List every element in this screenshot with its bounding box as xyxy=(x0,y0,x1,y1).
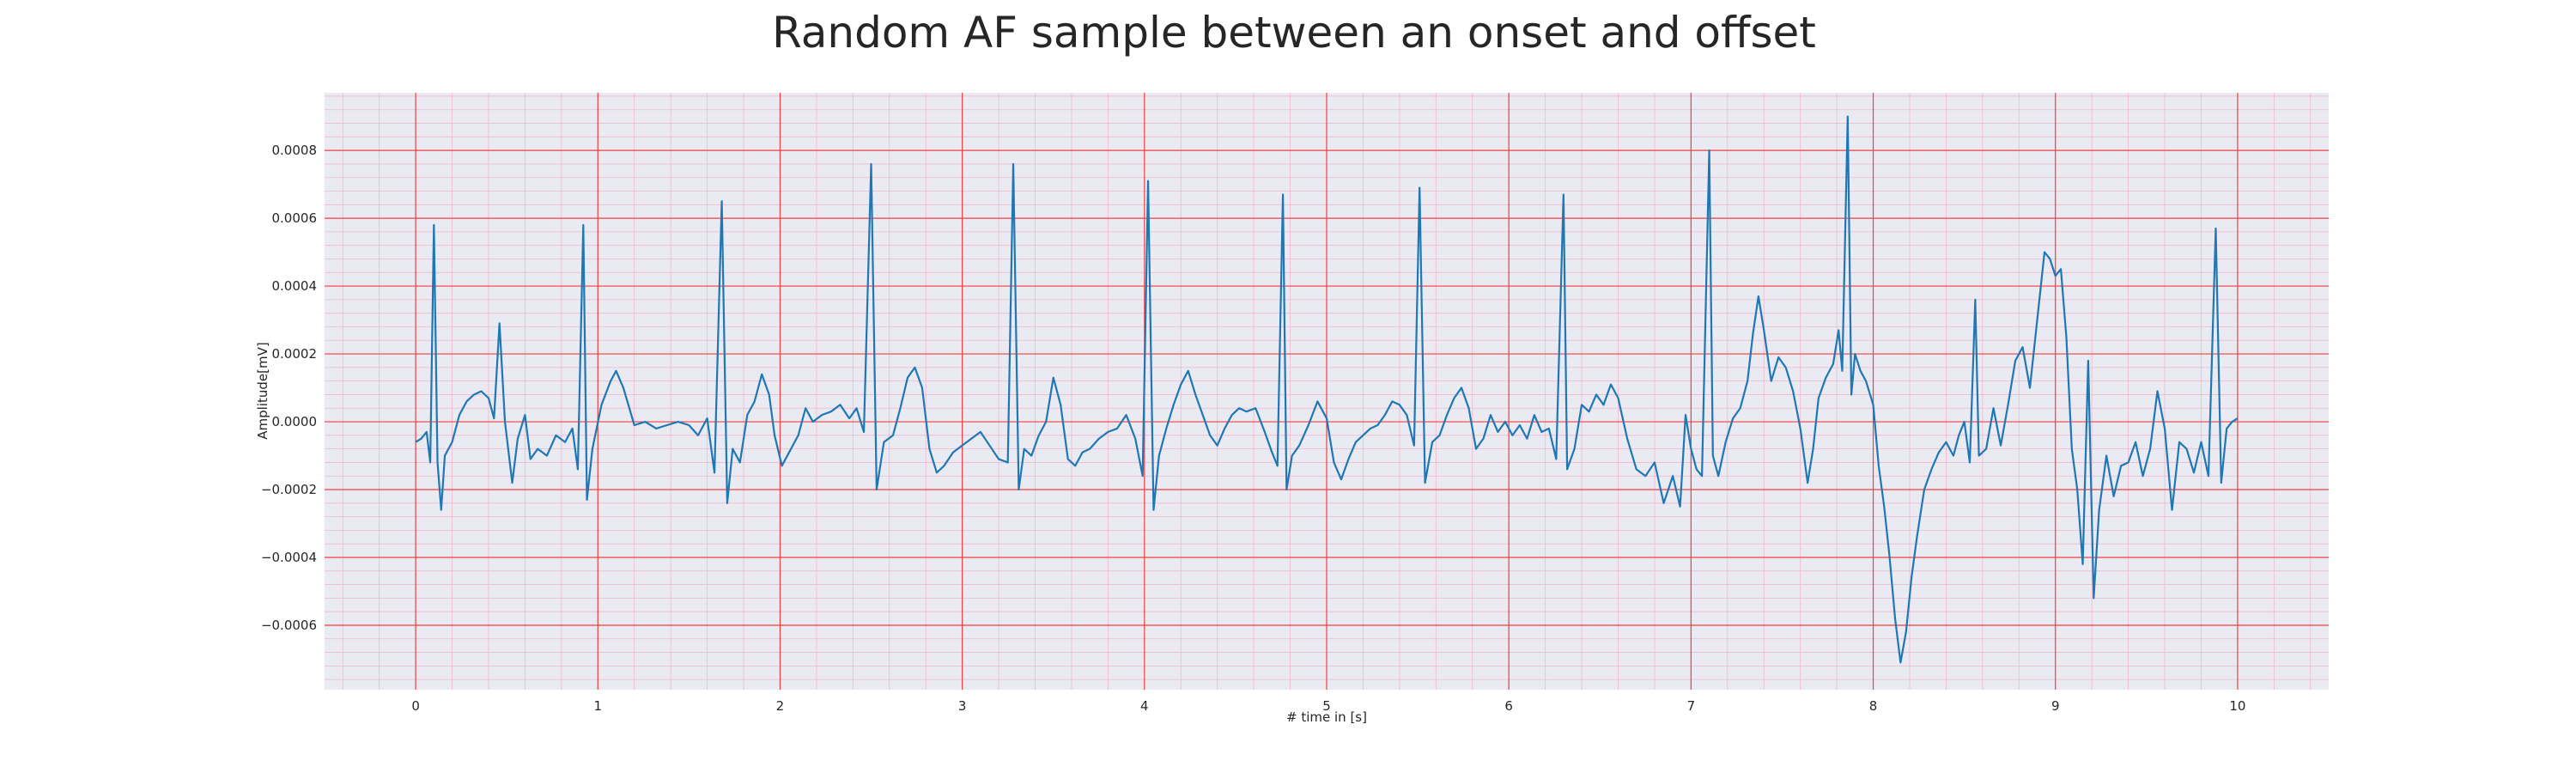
y-tick-label: −0.0006 xyxy=(261,618,317,633)
x-tick-label: 9 xyxy=(2051,698,2060,714)
y-tick-label: 0.0006 xyxy=(272,210,318,226)
y-tick-label: 0.0000 xyxy=(272,414,318,429)
x-tick-label: 0 xyxy=(411,698,420,714)
y-tick-label: 0.0004 xyxy=(272,278,318,294)
x-tick-label: 1 xyxy=(593,698,602,714)
x-tick-label: 2 xyxy=(776,698,785,714)
y-tick-label: 0.0008 xyxy=(272,143,318,158)
chart-title: Random AF sample between an onset and of… xyxy=(772,8,1816,58)
x-axis: 0 1 2 3 4 5 6 7 8 9 10 xyxy=(411,698,2245,714)
x-axis-label: # time in [s] xyxy=(1286,709,1367,725)
x-tick-label: 3 xyxy=(958,698,967,714)
series-line xyxy=(415,115,2239,664)
grid xyxy=(325,93,2329,690)
x-tick-label: 5 xyxy=(1322,698,1331,714)
y-axis: −0.0006 −0.0004 −0.0002 0.0000 0.0002 0.0004 0… xyxy=(261,143,317,633)
x-tick-label: 10 xyxy=(2229,698,2245,714)
x-tick-label: 8 xyxy=(1869,698,1878,714)
x-tick-label: 7 xyxy=(1687,698,1696,714)
y-tick-label: 0.0002 xyxy=(272,346,318,362)
x-tick-label: 4 xyxy=(1140,698,1149,714)
y-tick-label: −0.0002 xyxy=(261,482,317,497)
x-tick-label: 6 xyxy=(1504,698,1513,714)
y-tick-label: −0.0004 xyxy=(261,550,317,565)
y-axis-label: Amplitude[mV] xyxy=(255,342,270,439)
